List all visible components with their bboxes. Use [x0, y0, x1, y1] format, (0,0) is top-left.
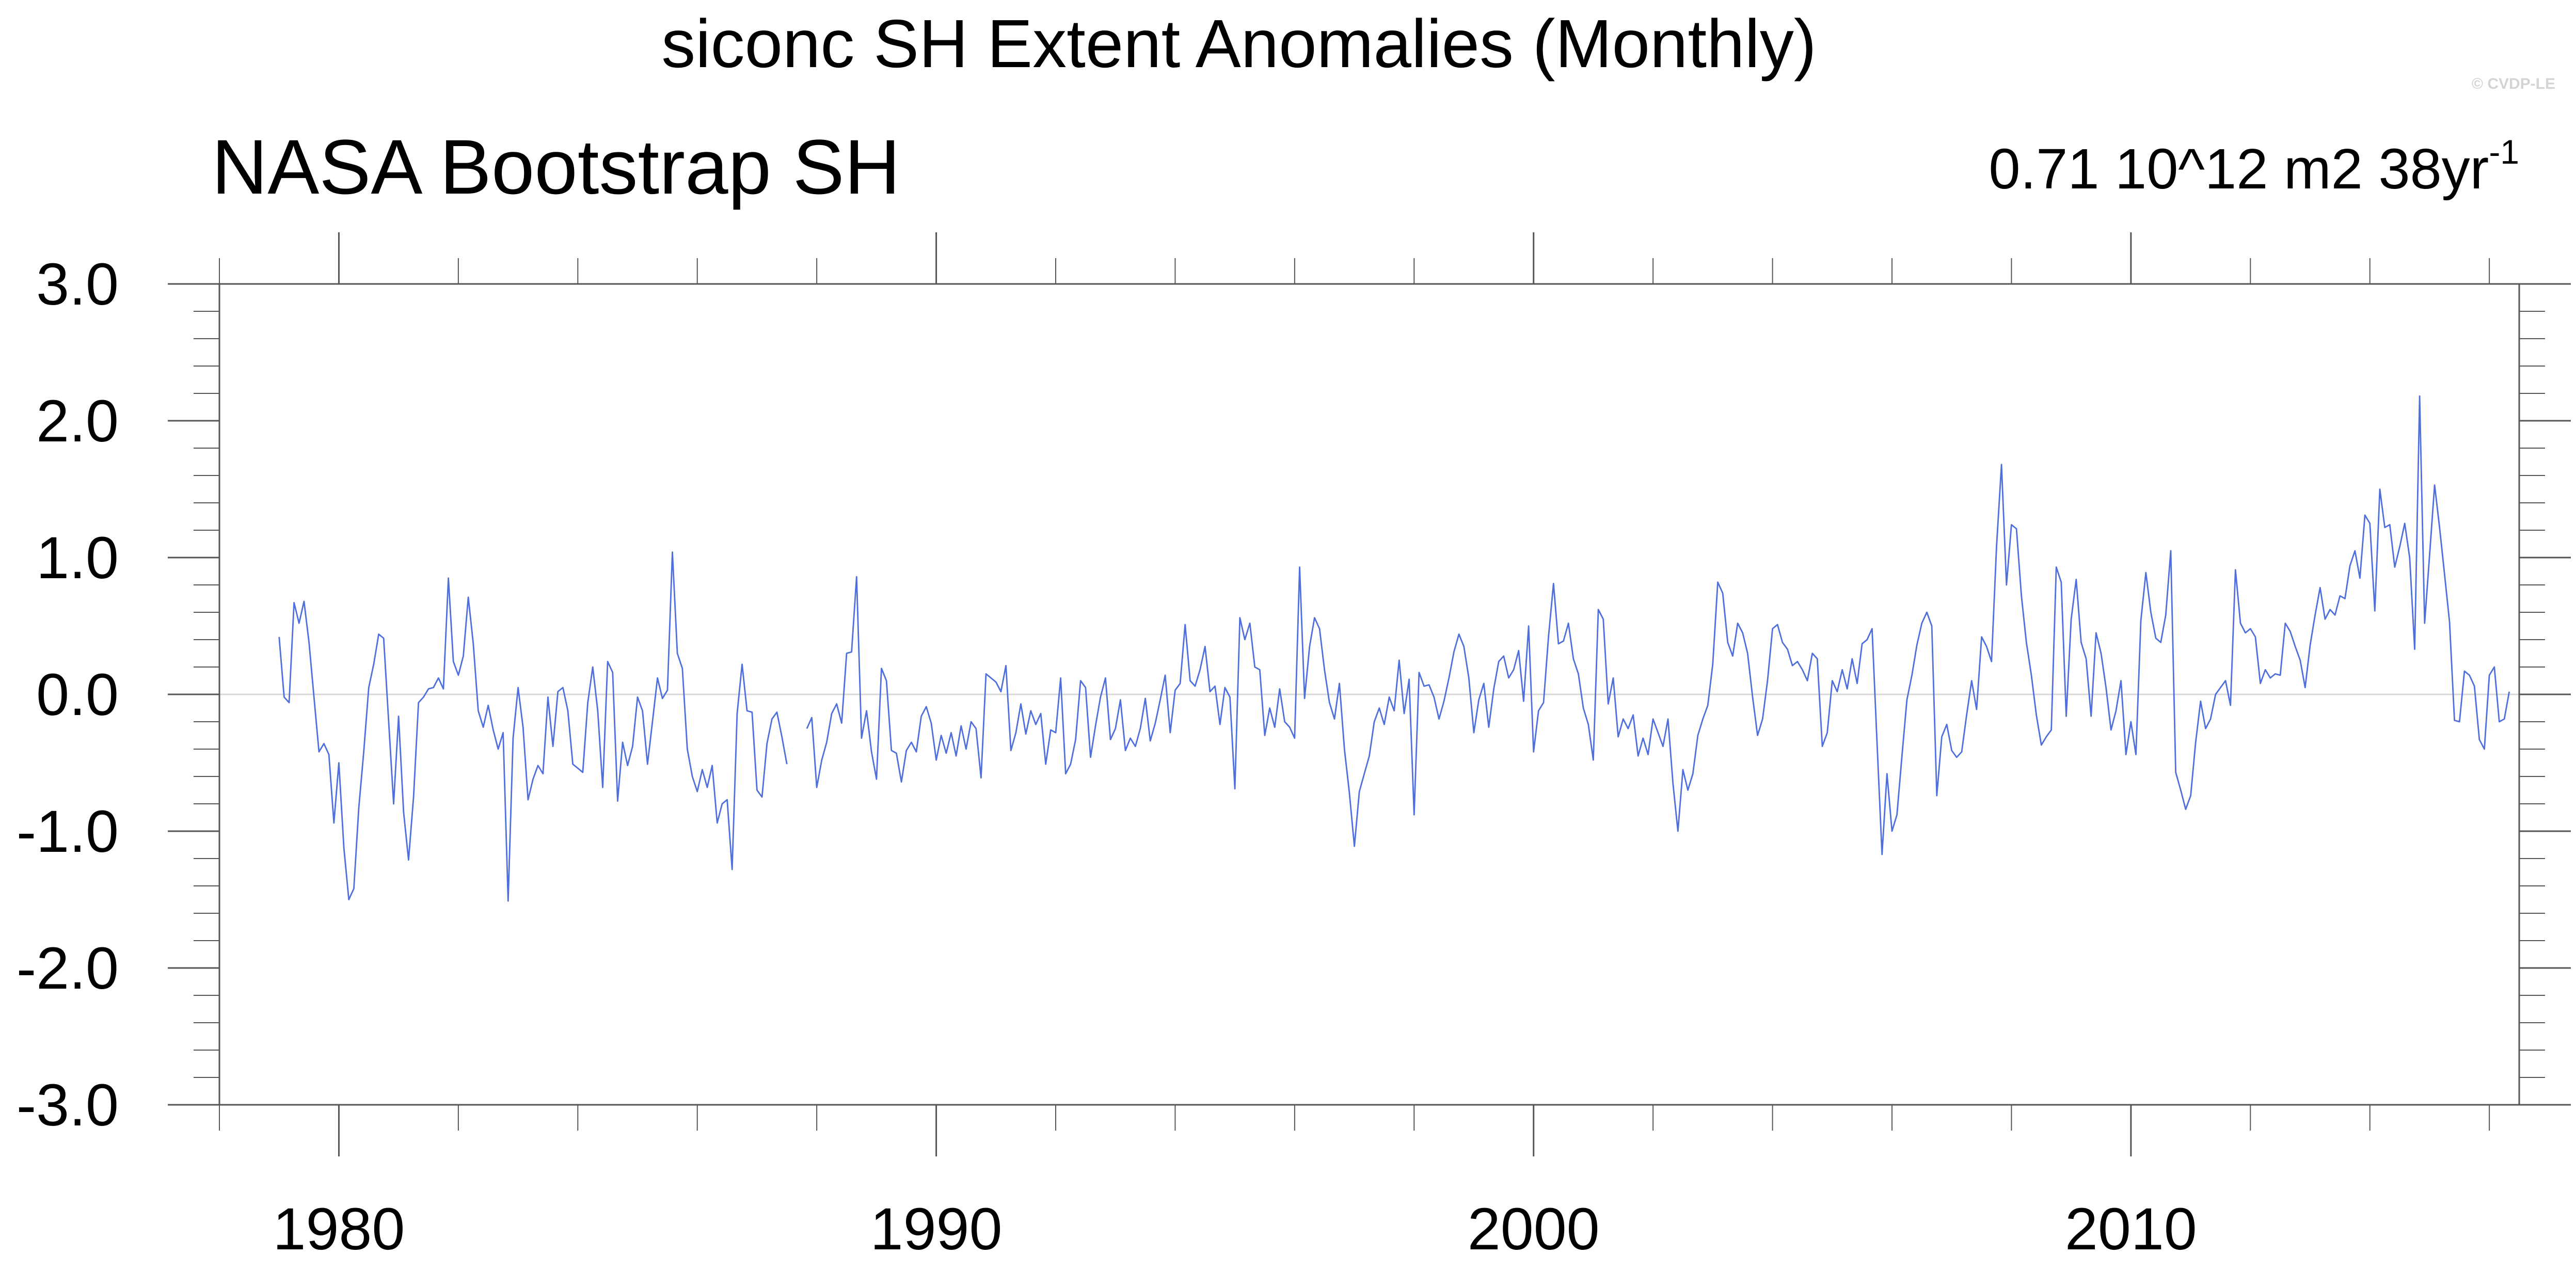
y-tick-label: 2.0	[36, 388, 119, 454]
series-line	[278, 395, 2510, 902]
x-tick-label: 1990	[870, 1196, 1003, 1262]
y-tick-label: 3.0	[36, 251, 119, 318]
y-tick-label: -1.0	[17, 799, 119, 865]
y-tick-label: -3.0	[17, 1072, 119, 1138]
chart-subtitle-left: NASA Bootstrap SH	[212, 123, 900, 210]
plot-frame	[218, 283, 2520, 1106]
x-axis: 1980 1990 2000 2010	[219, 232, 2490, 1262]
x-tick-label: 2000	[1468, 1196, 1600, 1262]
y-axis: -3.0 -2.0 -1.0 0.0 1.0 2.0 3.0	[17, 251, 2571, 1138]
y-tick-label: -2.0	[17, 935, 119, 1002]
subtitle-right-superscript: -1	[2489, 133, 2519, 171]
chart-title: siconc SH Extent Anomalies (Monthly)	[661, 6, 1817, 82]
copyright-watermark: © CVDP-LE	[2472, 75, 2555, 92]
subtitle-right-text: 0.71 10^12 m2 38yr	[1989, 137, 2489, 201]
y-tick-label: 0.0	[36, 662, 119, 728]
chart-subtitle-right: 0.71 10^12 m2 38yr-1	[1989, 133, 2519, 201]
y-tick-label: 1.0	[36, 525, 119, 591]
x-tick-label: 2010	[2065, 1196, 2197, 1262]
x-tick-label: 1980	[273, 1196, 405, 1262]
